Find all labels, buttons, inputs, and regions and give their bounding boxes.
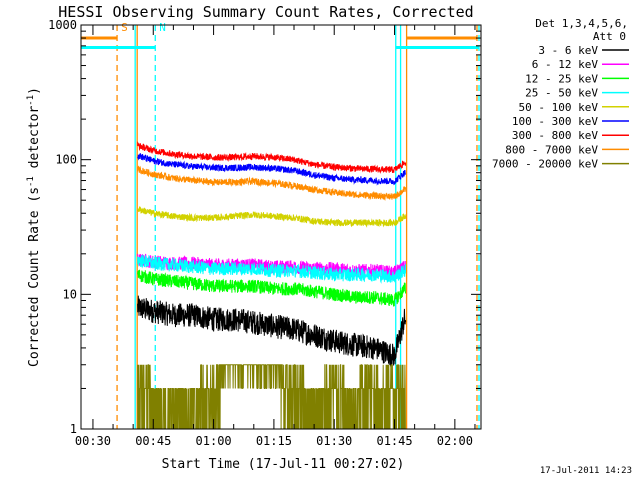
legend-item: 12 - 25 keV [525, 72, 629, 85]
x-tick-label-0145: 01:45 [376, 434, 412, 448]
annotation-label-s: S [121, 21, 128, 34]
legend-label: 12 - 25 keV [525, 72, 598, 85]
legend-item: 300 - 800 keV [512, 129, 629, 142]
legend-item: 7000 - 20000 keV [492, 158, 629, 171]
legend-label: 7000 - 20000 keV [492, 158, 598, 171]
legend-item: 6 - 12 keV [532, 58, 629, 71]
x-tick-label-0045: 00:45 [135, 434, 171, 448]
y-tick-label-1000: 1000 [48, 18, 77, 32]
legend-item: 50 - 100 keV [519, 101, 629, 114]
legend-label: 800 - 7000 keV [505, 143, 598, 156]
axes: 1 10 100 1000 00:30 00:45 01:00 01:15 01:30 01:45… [48, 18, 482, 448]
series-line-800-7000kev [137, 165, 407, 202]
annotation-label-n: N [159, 21, 166, 34]
series-line-300-800kev [137, 141, 407, 174]
series-line-50-100kev [137, 206, 407, 228]
plot-frame [80, 24, 482, 430]
legend-label: 100 - 300 keV [512, 115, 598, 128]
legend-item: 100 - 300 keV [512, 115, 629, 128]
series-line-3-6kev [137, 295, 407, 367]
legend-header-detectors: Det 1,3,4,5,6, [535, 17, 628, 30]
legend-item: 800 - 7000 keV [505, 143, 629, 156]
x-tick-label-0130: 01:30 [316, 434, 352, 448]
legend-header-attenuator: Att 0 [593, 30, 626, 43]
legend-item: 25 - 50 keV [525, 87, 629, 100]
x-tick-label-0100: 01:00 [196, 434, 232, 448]
y-tick-label-100: 100 [55, 153, 77, 167]
legend-item: 3 - 6 keV [538, 44, 629, 57]
timestamp: 17-Jul-2011 14:23 [540, 466, 632, 476]
y-tick-label-10: 10 [63, 287, 77, 301]
y-tick-label-1: 1 [70, 422, 77, 436]
x-tick-label-0115: 01:15 [256, 434, 292, 448]
legend-label: 6 - 12 keV [532, 58, 599, 71]
series-line-100-300kev [137, 153, 407, 186]
x-tick-label-0200: 02:00 [437, 434, 473, 448]
series-line-7000-20000kev [137, 364, 406, 430]
series-line-12-25kev [137, 269, 407, 307]
legend-label: 3 - 6 keV [538, 44, 598, 57]
legend-label: 25 - 50 keV [525, 87, 598, 100]
y-axis-label: Corrected Count Rate (s-1 detector-1) [26, 87, 42, 367]
legend-label: 50 - 100 keV [519, 101, 599, 114]
legend-label: 300 - 800 keV [512, 129, 598, 142]
x-axis-label: Start Time (17-Jul-11 00:27:02) [162, 457, 405, 472]
series-line-25-50kev [137, 254, 407, 284]
chart-title: HESSI Observing Summary Count Rates, Cor… [58, 3, 473, 21]
x-tick-label-0030: 00:30 [75, 434, 111, 448]
